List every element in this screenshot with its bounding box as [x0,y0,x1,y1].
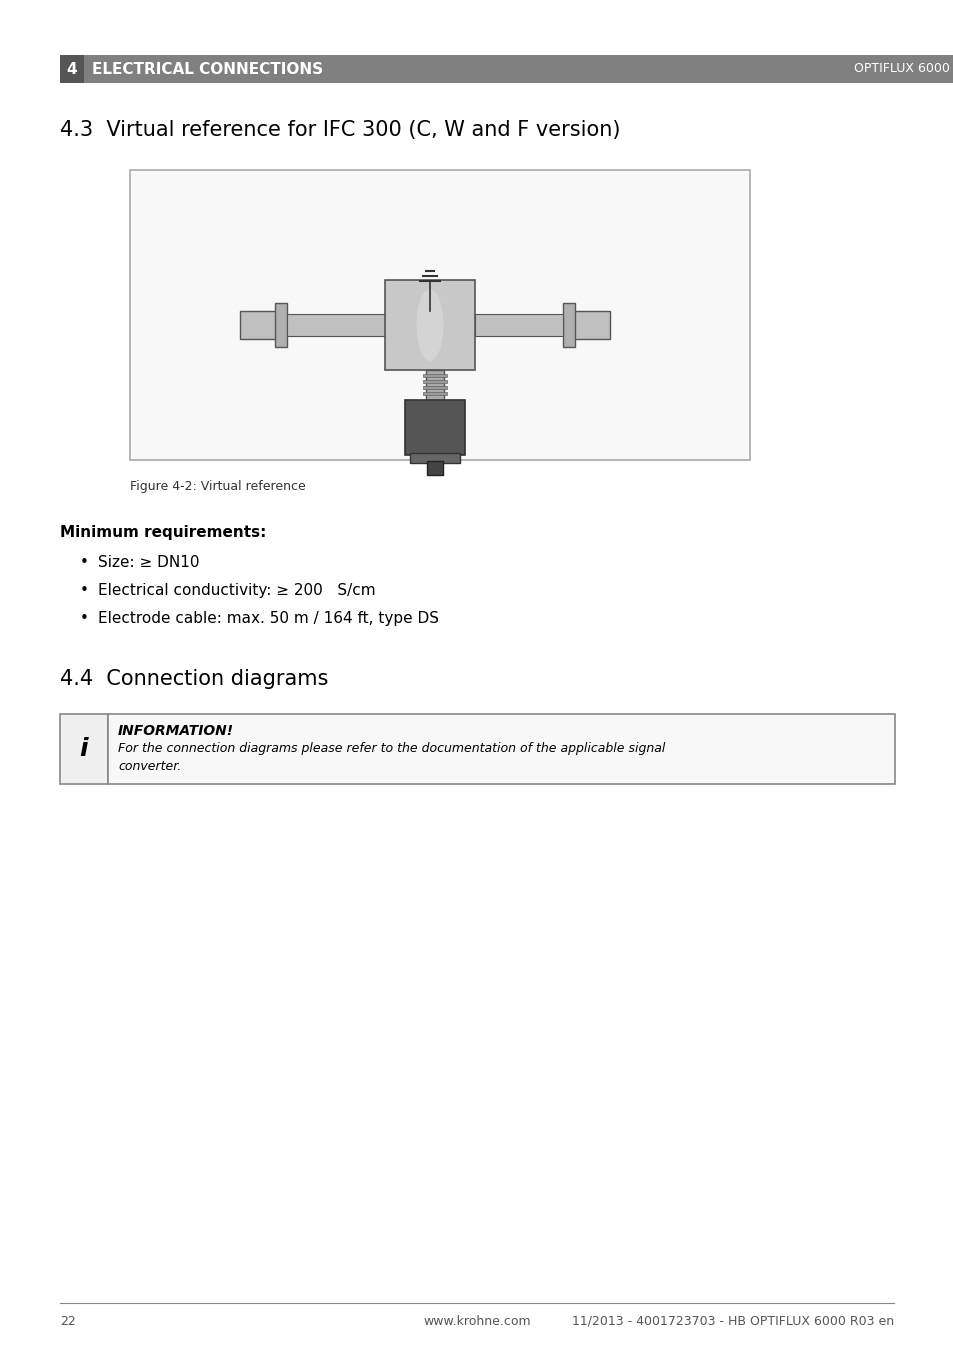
Bar [422,392,447,394]
Text: OPTIFLUX 6000: OPTIFLUX 6000 [853,62,949,76]
Bar [475,313,562,336]
Bar [130,170,749,459]
Bar [422,374,447,377]
Text: Electrode cable: max. 50 m / 164 ft, type DS: Electrode cable: max. 50 m / 164 ft, typ… [98,611,438,626]
Text: Minimum requirements:: Minimum requirements: [60,526,266,540]
Bar [240,311,280,339]
Text: 22: 22 [60,1315,75,1328]
Bar [60,55,953,82]
Bar [426,370,443,400]
Bar [422,386,447,389]
Text: 4.3  Virtual reference for IFC 300 (C, W and F version): 4.3 Virtual reference for IFC 300 (C, W … [60,120,619,141]
Text: •: • [80,584,89,598]
Bar [60,55,84,82]
Text: i: i [80,738,89,761]
Bar [427,461,442,476]
Bar [274,303,287,347]
Ellipse shape [416,289,443,361]
Bar [385,280,475,370]
Bar [287,313,385,336]
Text: www.krohne.com: www.krohne.com [423,1315,530,1328]
Text: INFORMATION!: INFORMATION! [118,724,233,738]
Text: 11/2013 - 4001723703 - HB OPTIFLUX 6000 R03 en: 11/2013 - 4001723703 - HB OPTIFLUX 6000 … [571,1315,893,1328]
Text: 4.4  Connection diagrams: 4.4 Connection diagrams [60,669,328,689]
Text: •: • [80,555,89,570]
Bar [405,400,464,455]
Text: Size: ≥ DN10: Size: ≥ DN10 [98,555,199,570]
Text: Figure 4-2: Virtual reference: Figure 4-2: Virtual reference [130,480,305,493]
Text: ELECTRICAL CONNECTIONS: ELECTRICAL CONNECTIONS [91,62,323,77]
Text: 4: 4 [67,62,77,77]
Bar [60,713,108,784]
Bar [569,311,609,339]
Bar [410,453,459,463]
Text: •: • [80,611,89,626]
Bar [108,713,894,784]
Text: Electrical conductivity: ≥ 200   S/cm: Electrical conductivity: ≥ 200 S/cm [98,584,375,598]
Text: For the connection diagrams please refer to the documentation of the applicable : For the connection diagrams please refer… [118,742,664,773]
Bar [422,380,447,382]
Bar [562,303,575,347]
